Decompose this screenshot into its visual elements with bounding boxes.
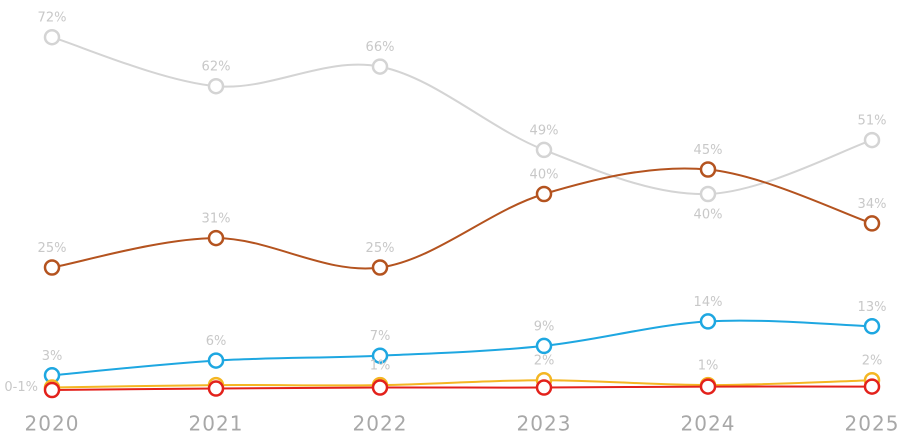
series-line	[51, 167, 873, 270]
point	[535, 337, 553, 355]
series-line	[51, 379, 873, 389]
point	[43, 259, 61, 276]
value-label: 45%	[694, 143, 723, 158]
x-tick-label: 2022	[353, 412, 408, 436]
value-label: 1%	[370, 359, 391, 374]
value-label: 40%	[530, 168, 559, 183]
value-label: 0-1%	[4, 380, 38, 395]
point	[207, 229, 225, 247]
x-tick-label: 2021	[189, 412, 244, 436]
x-tick-label: 2024	[681, 412, 736, 436]
point	[699, 378, 717, 395]
point	[699, 161, 717, 178]
value-label: 1%	[698, 359, 719, 374]
point	[43, 381, 61, 399]
series-line	[51, 385, 873, 391]
point	[863, 131, 881, 149]
value-label: 7%	[370, 329, 391, 344]
value-label: 14%	[694, 295, 723, 310]
point	[535, 379, 553, 396]
point	[699, 313, 717, 330]
point	[699, 185, 717, 203]
value-label: 66%	[366, 40, 395, 55]
value-label: 62%	[202, 60, 231, 75]
value-label: 31%	[202, 212, 231, 227]
point	[863, 318, 881, 335]
value-label: 34%	[858, 197, 887, 212]
point	[863, 378, 881, 395]
value-label: 9%	[534, 319, 555, 334]
series-line	[51, 319, 873, 377]
value-label: 40%	[694, 208, 723, 223]
point	[535, 141, 553, 159]
point	[371, 347, 389, 364]
value-label: 2%	[534, 354, 555, 369]
value-label: 25%	[38, 241, 67, 256]
series-line	[51, 36, 873, 196]
point	[207, 77, 225, 95]
value-label: 49%	[530, 123, 559, 138]
value-label: 3%	[42, 349, 63, 364]
x-tick-label: 2025	[845, 412, 900, 436]
value-label: 6%	[206, 334, 227, 349]
point	[371, 379, 389, 396]
point	[371, 259, 389, 276]
value-label: 13%	[858, 300, 887, 315]
point	[535, 185, 553, 203]
point	[207, 380, 225, 397]
point	[43, 28, 61, 46]
point	[207, 352, 225, 369]
value-label: 2%	[862, 354, 883, 369]
x-tick-label: 2020	[25, 412, 80, 436]
value-label: 72%	[38, 11, 67, 26]
value-label: 51%	[858, 114, 887, 129]
value-label: 25%	[366, 241, 395, 256]
point	[371, 58, 389, 75]
x-tick-label: 2023	[517, 412, 572, 436]
point	[863, 215, 881, 232]
